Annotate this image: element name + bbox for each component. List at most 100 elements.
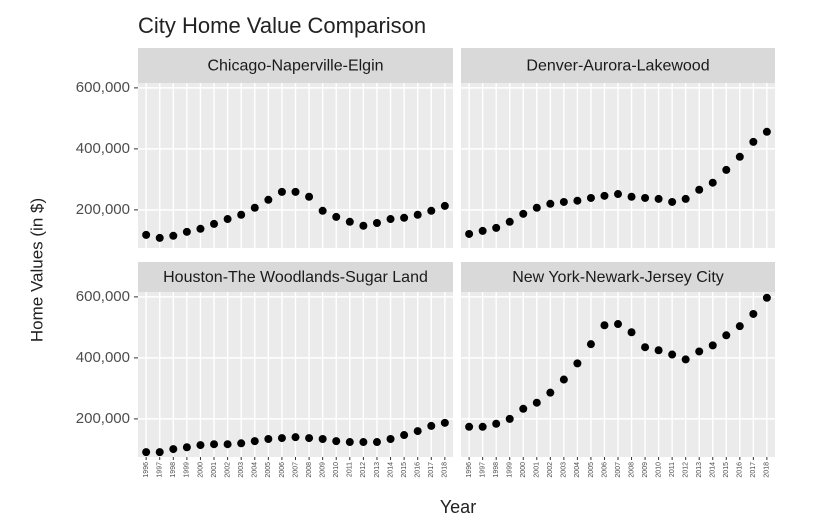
point xyxy=(142,230,151,239)
point xyxy=(519,404,528,413)
x-tick-label: 2009 xyxy=(642,462,649,478)
point xyxy=(440,418,449,427)
x-tick-label: 2004 xyxy=(574,462,581,478)
x-tick-label: 2015 xyxy=(723,462,730,478)
point xyxy=(210,440,219,449)
strip-title: Chicago-Naperville-Elgin xyxy=(207,58,383,75)
point xyxy=(440,201,449,210)
point xyxy=(182,227,191,236)
x-tick-label: 2014 xyxy=(387,462,394,478)
x-tick-label: 2004 xyxy=(252,462,259,478)
y-tick-label: 200,000 xyxy=(76,410,130,427)
strip-title: Denver-Aurora-Lakewood xyxy=(526,58,709,75)
point xyxy=(264,435,273,444)
strip-title: Houston-The Woodlands-Sugar Land xyxy=(163,269,428,286)
chart-title: City Home Value Comparison xyxy=(138,13,426,38)
point xyxy=(654,346,663,355)
point xyxy=(250,437,259,446)
point xyxy=(413,427,422,436)
x-tick-label: 2017 xyxy=(750,462,757,478)
x-tick-label: 2016 xyxy=(737,462,744,478)
x-tick-label: 2005 xyxy=(588,462,595,478)
point xyxy=(546,199,555,208)
strip-background xyxy=(461,262,775,292)
point xyxy=(600,321,609,330)
point xyxy=(359,221,368,230)
point xyxy=(505,217,514,226)
strip-background xyxy=(138,48,453,83)
x-tick-label: 2018 xyxy=(764,462,771,478)
point xyxy=(627,328,636,337)
x-tick-label: 2006 xyxy=(601,462,608,478)
point xyxy=(708,178,717,187)
point xyxy=(250,203,259,212)
x-axis-label: Year xyxy=(440,497,476,517)
point xyxy=(492,223,501,232)
point xyxy=(573,196,582,205)
x-tick-label: 2002 xyxy=(547,462,554,478)
x-tick-label: 2000 xyxy=(520,462,527,478)
y-tick-label: 200,000 xyxy=(76,201,130,218)
point xyxy=(237,210,246,219)
x-tick-label: 2009 xyxy=(319,462,326,478)
point xyxy=(668,197,677,206)
x-tick-label: 2006 xyxy=(279,462,286,478)
point xyxy=(695,347,704,356)
point xyxy=(277,434,286,443)
point xyxy=(210,219,219,228)
point xyxy=(654,194,663,203)
point xyxy=(465,422,474,431)
point xyxy=(722,165,731,174)
y-tick-label: 400,000 xyxy=(76,140,130,157)
x-tick-label: 2003 xyxy=(238,462,245,478)
point xyxy=(169,445,178,454)
x-tick-label: 2012 xyxy=(360,462,367,478)
point xyxy=(749,309,758,318)
point xyxy=(169,231,178,240)
point xyxy=(386,215,395,224)
point xyxy=(465,229,474,238)
point xyxy=(332,212,341,221)
point xyxy=(722,331,731,340)
point xyxy=(196,224,205,233)
x-tick-label: 2008 xyxy=(628,462,635,478)
y-tick-label: 400,000 xyxy=(76,349,130,366)
point xyxy=(345,217,354,226)
x-tick-label: 1997 xyxy=(157,462,164,478)
x-tick-label: 1998 xyxy=(170,462,177,478)
x-tick-label: 2017 xyxy=(428,462,435,478)
point xyxy=(681,194,690,203)
x-tick-label: 1996 xyxy=(143,462,150,478)
point xyxy=(372,438,381,447)
point xyxy=(641,193,650,202)
x-tick-label: 2007 xyxy=(615,462,622,478)
point xyxy=(559,197,568,206)
x-tick-label: 2010 xyxy=(655,462,662,478)
point xyxy=(332,437,341,446)
x-tick-label: 2013 xyxy=(696,462,703,478)
strip-background xyxy=(138,262,453,292)
point xyxy=(695,185,704,194)
x-tick-label: 2011 xyxy=(347,462,354,477)
x-tick-label: 2008 xyxy=(306,462,313,478)
point xyxy=(155,448,164,457)
x-tick-label: 2007 xyxy=(292,462,299,478)
point xyxy=(427,206,436,215)
point xyxy=(614,190,622,199)
point xyxy=(614,320,622,329)
x-tick-label: 2000 xyxy=(197,462,204,478)
point xyxy=(600,191,609,200)
y-tick-label: 600,000 xyxy=(76,79,130,96)
x-tick-label: 2001 xyxy=(211,462,218,478)
point xyxy=(627,192,636,201)
point xyxy=(400,431,409,440)
point xyxy=(196,441,205,450)
x-tick-label: 2014 xyxy=(710,462,717,478)
strip-background xyxy=(461,48,775,83)
x-tick-label: 2013 xyxy=(374,462,381,478)
point xyxy=(573,359,582,368)
point xyxy=(641,343,650,352)
point xyxy=(291,187,300,196)
x-tick-label: 1999 xyxy=(184,462,191,478)
